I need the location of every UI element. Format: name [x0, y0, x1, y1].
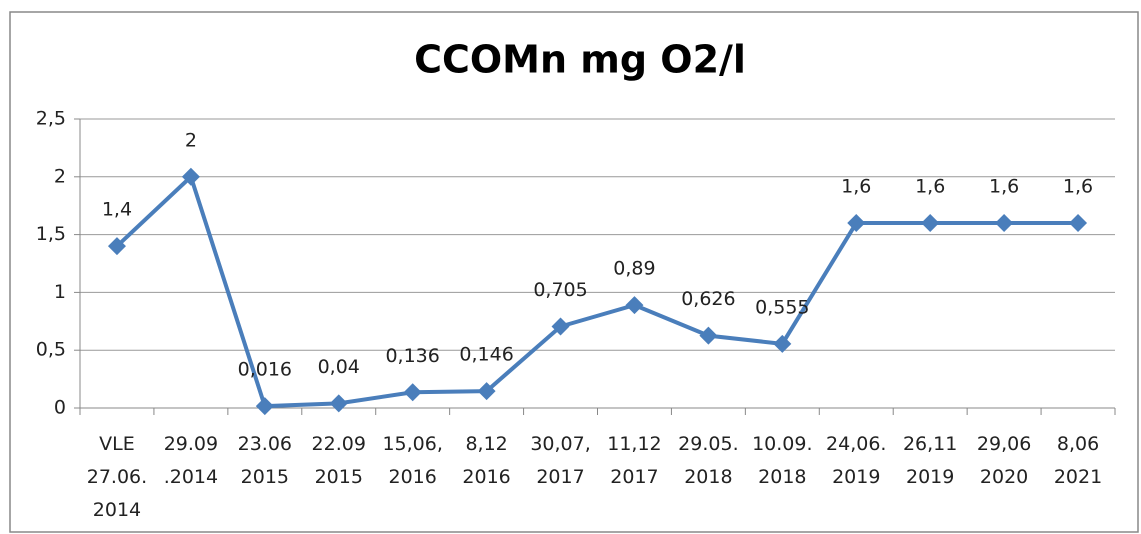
data-label: 0,626 — [681, 288, 735, 310]
x-tick-label: 23.06 2015 — [238, 433, 292, 488]
data-label: 1,6 — [1063, 176, 1093, 198]
data-label: 1,6 — [915, 176, 945, 198]
x-tick-label: 8,06 2021 — [1054, 433, 1102, 488]
x-tick-label: 30,07, 2017 — [530, 433, 590, 488]
x-tick-label: 29.09.2014 — [164, 433, 218, 488]
x-tick-label: 24,06. 2019 — [826, 433, 886, 488]
y-tick-label: 1,5 — [36, 223, 66, 245]
data-label: 0,136 — [385, 345, 439, 367]
data-label: 2 — [185, 129, 197, 151]
data-label: 1,6 — [841, 176, 871, 198]
x-tick-label: 22.09 2015 — [312, 433, 366, 488]
data-label: 0,146 — [459, 344, 513, 366]
y-tick-label: 0,5 — [36, 339, 66, 361]
x-tick-label: 29,06 2020 — [977, 433, 1031, 488]
data-label: 0,89 — [613, 258, 655, 280]
chart-title: CCOMn mg O2/l — [414, 38, 746, 82]
marker — [107, 237, 126, 256]
marker — [847, 214, 866, 233]
x-tick-label: VLE 27.06. 2014 — [87, 433, 147, 521]
data-label: 0,04 — [318, 356, 360, 378]
y-tick-label: 2 — [54, 165, 66, 187]
data-label: 0,016 — [238, 359, 292, 381]
marker — [181, 167, 200, 186]
marker — [699, 326, 718, 345]
x-tick-label: 15,06, 2016 — [382, 433, 442, 488]
marker — [921, 214, 940, 233]
chart-frame — [9, 11, 1139, 533]
data-label: 0,705 — [533, 279, 587, 301]
data-label: 1,6 — [989, 176, 1019, 198]
x-tick-label: 8,12 2016 — [462, 433, 510, 488]
marker — [1069, 214, 1088, 233]
y-tick-label: 1 — [54, 281, 66, 303]
line — [115, 173, 1079, 409]
marker — [329, 394, 348, 413]
y-tick-label: 0 — [54, 397, 66, 419]
data-label: 1,4 — [102, 199, 132, 221]
marker — [773, 334, 792, 353]
marker — [625, 296, 644, 315]
x-tick-label: 11,12 2017 — [607, 433, 661, 488]
marker — [995, 214, 1014, 233]
x-tick-label: 26,11 2019 — [903, 433, 957, 488]
marker — [255, 397, 274, 416]
y-tick-label: 2,5 — [36, 108, 66, 130]
x-tick-label: 10.09. 2018 — [752, 433, 812, 488]
data-label: 0,555 — [755, 296, 809, 318]
marker — [403, 383, 422, 402]
x-tick-label: 29.05. 2018 — [678, 433, 738, 488]
marker — [551, 317, 570, 336]
marker — [477, 382, 496, 401]
